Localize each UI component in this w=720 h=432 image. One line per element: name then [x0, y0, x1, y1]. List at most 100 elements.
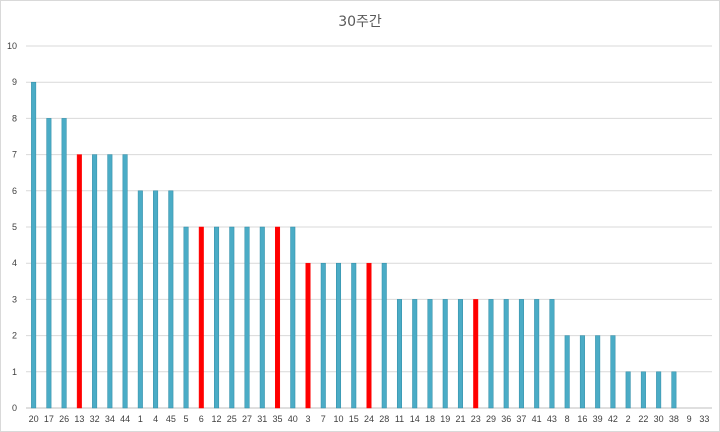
x-tick-label: 15 [349, 414, 359, 424]
x-tick-label: 28 [379, 414, 389, 424]
x-tick-label: 44 [120, 414, 130, 424]
x-tick-label: 7 [321, 414, 326, 424]
x-tick-label: 11 [395, 414, 404, 424]
bar [290, 226, 296, 409]
x-tick-label: 27 [242, 414, 252, 424]
bar-highlighted [305, 262, 311, 409]
y-tick-label: 5 [12, 222, 17, 232]
y-tick-label: 2 [12, 331, 17, 341]
y-tick-label: 1 [12, 367, 17, 377]
x-tick-label: 12 [212, 414, 222, 424]
chart-title: 30주간 [338, 14, 382, 30]
bar [640, 371, 646, 409]
bar [412, 299, 418, 409]
bar [518, 299, 524, 409]
x-tick-label: 13 [74, 414, 84, 424]
bar-highlighted [198, 226, 204, 409]
bar [122, 154, 128, 409]
bar-highlighted [76, 154, 82, 409]
x-tick-label: 18 [425, 414, 435, 424]
bar [31, 81, 37, 409]
x-tick-label: 16 [577, 414, 587, 424]
x-tick-label: 40 [288, 414, 298, 424]
y-axis-ticks: 0 1 2 3 4 5 6 7 8 9 10 [7, 41, 17, 413]
x-tick-label: 34 [105, 414, 115, 424]
x-tick-label: 24 [364, 414, 374, 424]
x-tick-label: 45 [166, 414, 176, 424]
x-tick-label: 17 [44, 414, 54, 424]
x-tick-label: 14 [410, 414, 420, 424]
y-tick-label: 10 [7, 41, 17, 51]
x-tick-label: 5 [184, 414, 189, 424]
bar [92, 154, 98, 409]
bar [259, 226, 265, 409]
bar [214, 226, 220, 409]
bar [229, 226, 235, 409]
bar [457, 299, 463, 409]
bar [595, 335, 601, 409]
x-tick-label: 9 [687, 414, 692, 424]
bar [244, 226, 250, 409]
bar [656, 371, 662, 409]
x-tick-label: 8 [565, 414, 570, 424]
x-tick-label: 36 [501, 414, 511, 424]
x-tick-label: 2 [626, 414, 631, 424]
x-tick-label: 1 [138, 414, 143, 424]
bar [153, 190, 159, 409]
bar [351, 262, 357, 409]
x-tick-label: 10 [334, 414, 344, 424]
bar-highlighted [473, 299, 479, 409]
x-tick-label: 38 [669, 414, 679, 424]
x-tick-label: 32 [90, 414, 100, 424]
bar [336, 262, 342, 409]
x-tick-label: 42 [608, 414, 618, 424]
bar [564, 335, 570, 409]
y-tick-label: 9 [12, 77, 17, 87]
x-axis-ticks: 20 17 26 13 32 34 44 1 4 45 5 6 12 25 27 31 35 40 3 7 10 15 24… [29, 414, 710, 424]
bar [107, 154, 113, 409]
x-tick-label: 19 [440, 414, 450, 424]
bar [320, 262, 326, 409]
x-tick-label: 43 [547, 414, 557, 424]
x-tick-label: 21 [455, 414, 465, 424]
bar [427, 299, 433, 409]
bar [381, 262, 387, 409]
x-tick-label: 6 [199, 414, 204, 424]
x-tick-label: 30 [654, 414, 664, 424]
y-tick-label: 7 [12, 150, 17, 160]
bar [671, 371, 677, 409]
y-tick-label: 8 [12, 113, 17, 123]
x-tick-label: 39 [593, 414, 603, 424]
y-tick-label: 6 [12, 186, 17, 196]
bar [168, 190, 174, 409]
bar [61, 118, 67, 409]
bar [488, 299, 494, 409]
x-tick-label: 3 [306, 414, 311, 424]
bar [137, 190, 143, 409]
bar [549, 299, 555, 409]
x-tick-label: 4 [153, 414, 158, 424]
bar [183, 226, 189, 409]
x-tick-label: 33 [699, 414, 709, 424]
x-tick-label: 37 [516, 414, 526, 424]
bar-highlighted [366, 262, 372, 409]
bar [503, 299, 509, 409]
bar [442, 299, 448, 409]
bar [579, 335, 585, 409]
bar [46, 118, 52, 409]
x-tick-label: 41 [532, 414, 542, 424]
bar [625, 371, 631, 409]
bar [534, 299, 540, 409]
bar [610, 335, 616, 409]
bar-highlighted [275, 226, 281, 409]
y-tick-label: 3 [12, 294, 17, 304]
y-tick-label: 4 [12, 258, 17, 268]
x-tick-label: 31 [257, 414, 267, 424]
bars [31, 81, 677, 409]
x-tick-label: 22 [638, 414, 648, 424]
x-tick-label: 23 [471, 414, 481, 424]
bar [396, 299, 402, 409]
x-tick-label: 20 [29, 414, 39, 424]
